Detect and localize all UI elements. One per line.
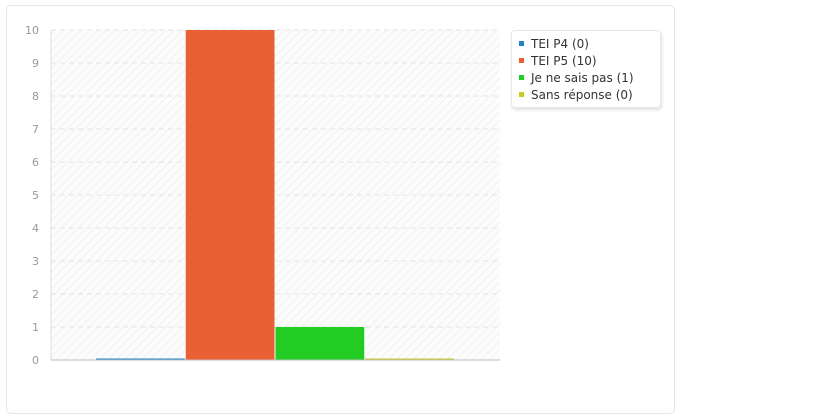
- bar[interactable]: [185, 30, 275, 360]
- y-tick-label: 4: [32, 222, 39, 235]
- legend-item-je-ne-sais-pas[interactable]: Je ne sais pas (1): [519, 69, 660, 86]
- bar[interactable]: [275, 327, 365, 360]
- legend-label: TEI P5 (10): [531, 53, 597, 68]
- y-tick-label: 10: [25, 24, 39, 37]
- y-tick-label: 5: [32, 189, 39, 202]
- y-tick-label: 0: [32, 354, 39, 367]
- y-tick-label: 7: [32, 123, 39, 136]
- legend-swatch: [519, 58, 524, 63]
- bar[interactable]: [365, 358, 454, 361]
- y-tick-label: 8: [32, 90, 39, 103]
- legend-item-tei-p5[interactable]: TEI P5 (10): [519, 52, 660, 69]
- legend-swatch: [519, 92, 524, 97]
- chart-legend: TEI P4 (0) TEI P5 (10) Je ne sais pas (1…: [511, 30, 661, 108]
- y-tick-label: 9: [32, 57, 39, 70]
- legend-item-sans-reponse[interactable]: Sans réponse (0): [519, 86, 660, 103]
- y-tick-label: 2: [32, 288, 39, 301]
- y-tick-label: 3: [32, 255, 39, 268]
- legend-swatch: [519, 41, 524, 46]
- legend-label: Sans réponse (0): [531, 87, 633, 102]
- legend-label: Je ne sais pas (1): [531, 70, 634, 85]
- legend-item-tei-p4[interactable]: TEI P4 (0): [519, 35, 660, 52]
- legend-swatch: [519, 75, 524, 80]
- y-tick-label: 1: [32, 321, 39, 334]
- bar[interactable]: [96, 358, 185, 361]
- legend-label: TEI P4 (0): [531, 36, 589, 51]
- y-tick-label: 6: [32, 156, 39, 169]
